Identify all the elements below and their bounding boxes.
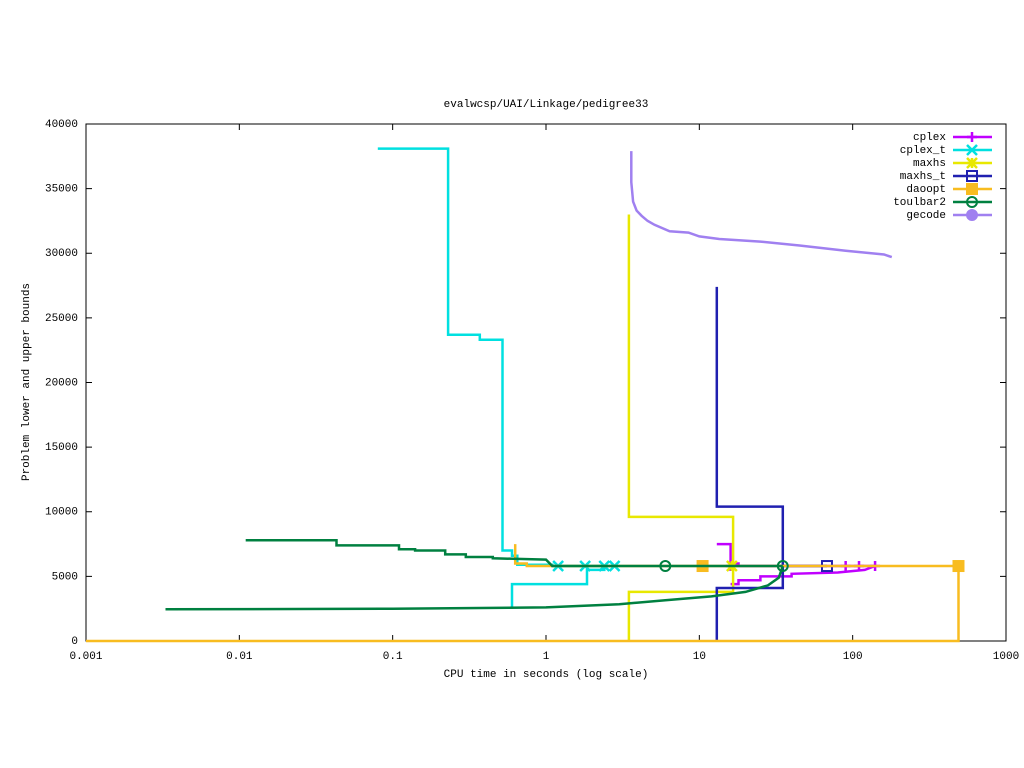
series-line	[627, 214, 739, 641]
marker	[967, 132, 977, 142]
legend-label: toulbar2	[893, 197, 946, 209]
legend-label: gecode	[906, 210, 946, 222]
series-line	[377, 147, 615, 608]
marker	[966, 209, 978, 221]
x-tick-label: 1000	[993, 651, 1019, 663]
y-tick-label: 30000	[45, 248, 78, 260]
marker	[776, 560, 789, 573]
series-line	[715, 286, 827, 641]
marker	[966, 196, 978, 208]
x-tick-label: 0.01	[226, 651, 253, 663]
y-tick-label: 40000	[45, 119, 78, 131]
series-line	[716, 542, 876, 586]
x-tick-label: 100	[843, 651, 863, 663]
marker	[952, 560, 965, 573]
marker	[659, 560, 672, 573]
legend-label: cplex_t	[900, 145, 946, 157]
y-axis-label: Problem lower and upper bounds	[21, 283, 33, 481]
y-tick-label: 15000	[45, 442, 78, 454]
x-tick-label: 1	[543, 651, 550, 663]
chart-title: evalwcsp/UAI/Linkage/pedigree33	[444, 99, 649, 111]
x-tick-label: 0.001	[69, 651, 102, 663]
x-tick-label: 10	[693, 651, 706, 663]
legend-label: daoopt	[906, 184, 946, 196]
y-tick-label: 10000	[45, 507, 78, 519]
legend-label: maxhs	[913, 158, 946, 170]
series-line	[165, 538, 784, 611]
marker	[966, 170, 978, 182]
legend-label: maxhs_t	[900, 171, 946, 183]
y-tick-label: 20000	[45, 377, 78, 389]
marker	[966, 144, 978, 156]
x-axis-label: CPU time in seconds (log scale)	[444, 669, 649, 681]
marker	[966, 157, 978, 169]
y-tick-label: 35000	[45, 184, 78, 196]
y-tick-label: 5000	[52, 571, 78, 583]
legend-label: cplex	[913, 132, 946, 144]
marker	[966, 183, 978, 195]
y-tick-label: 25000	[45, 313, 78, 325]
x-tick-label: 0.1	[383, 651, 403, 663]
series-line	[630, 151, 893, 259]
y-tick-label: 0	[71, 636, 78, 648]
